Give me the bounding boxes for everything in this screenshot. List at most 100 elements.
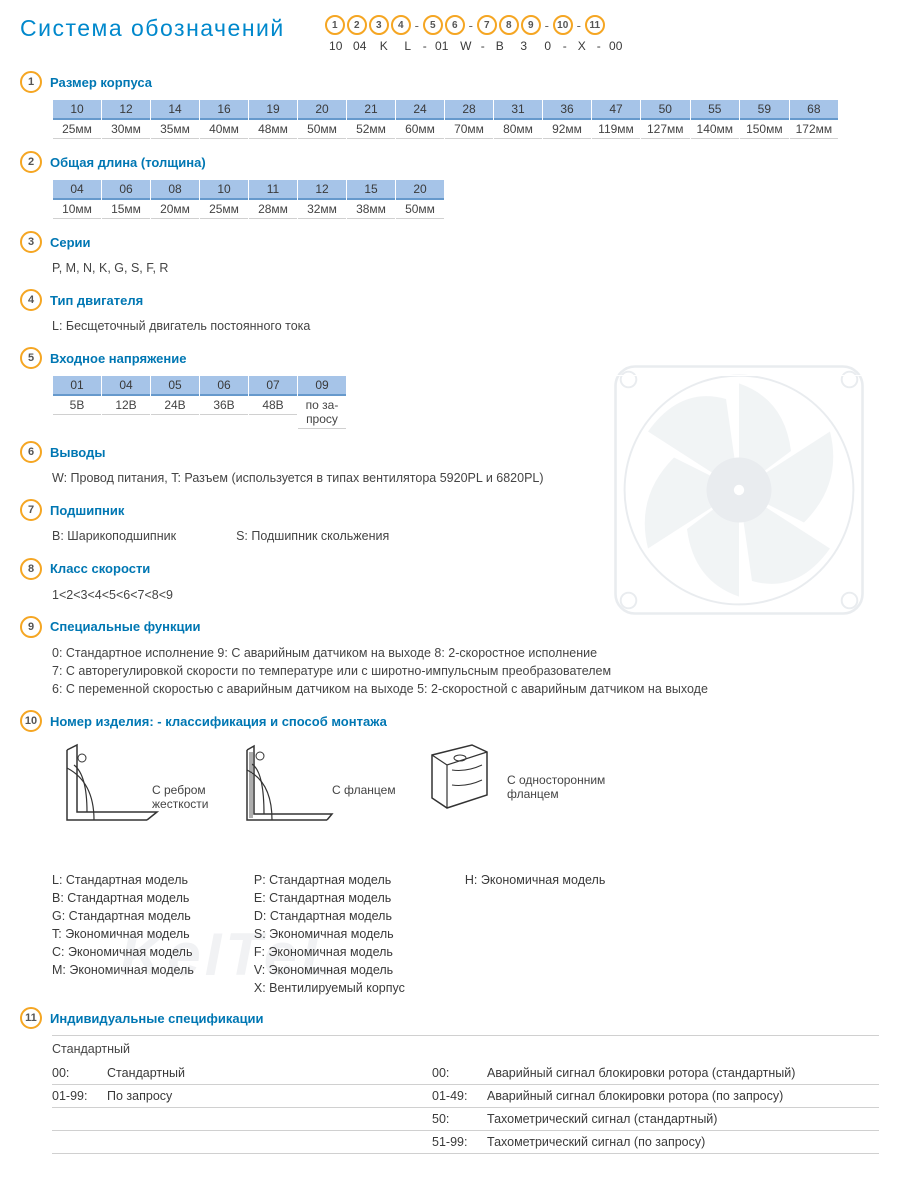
spec-text: Стандартный [107, 1066, 432, 1080]
model-line: S: Экономичная модель [254, 927, 405, 941]
table-column: 1230мм [102, 100, 151, 139]
model-line: D: Стандартная модель [254, 909, 405, 923]
table-header-cell: 50 [641, 100, 690, 120]
section-title: Серии [50, 235, 91, 250]
table-column: 1435мм [151, 100, 200, 139]
table-column: 2870мм [445, 100, 494, 139]
table-value-cell: 25мм [200, 200, 248, 219]
special-function-line: 7: С авторегулировкой скорости по темпер… [52, 662, 879, 680]
section-mounting: 10 Номер изделия: - классификация и спос… [20, 710, 879, 995]
table-value-cell: 12В [102, 396, 150, 415]
code-separator: - [543, 18, 551, 33]
table-column: 2050мм [298, 100, 347, 139]
table-value-cell: 5В [53, 396, 101, 415]
table-column: 2050мм [396, 180, 445, 219]
section-number-icon: 4 [20, 289, 42, 311]
section-length: 2 Общая длина (толщина) 0410мм0615мм0820… [20, 151, 879, 219]
divider [52, 1035, 879, 1036]
table-column: 59150мм [740, 100, 790, 139]
spec-row: 51-99:Тахометрический сигнал (по запросу… [52, 1131, 879, 1154]
model-line: H: Экономичная модель [465, 873, 605, 887]
table-value-cell: 48мм [249, 120, 297, 139]
table-column: 1128мм [249, 180, 298, 219]
table-value-cell: 40мм [200, 120, 248, 139]
model-column: P: Стандартная модельE: Стандартная моде… [254, 873, 405, 995]
table-header-cell: 04 [53, 180, 101, 200]
table-header-cell: 47 [592, 100, 640, 120]
table-column: 0615мм [102, 180, 151, 219]
spec-text: Тахометрический сигнал (по запросу) [487, 1135, 879, 1149]
table-header-cell: 01 [53, 376, 101, 396]
section-title: Подшипник [50, 503, 124, 518]
model-line: L: Стандартная модель [52, 873, 194, 887]
table-header-cell: 16 [200, 100, 248, 120]
table-column: 1538мм [347, 180, 396, 219]
table-value-cell: 150мм [740, 120, 789, 139]
section-body-text: W: Провод питания, T: Разъем (использует… [52, 469, 879, 487]
section-title: Выводы [50, 445, 105, 460]
code-separator: - [575, 18, 583, 33]
spec-code: 00: [432, 1066, 487, 1080]
spec-table: 00:Стандартный00:Аварийный сигнал блокир… [52, 1062, 879, 1154]
table-column: 2152мм [347, 100, 396, 139]
table-column: 3180мм [494, 100, 543, 139]
code-example-value: 00 [605, 39, 627, 53]
model-line: B: Стандартная модель [52, 891, 194, 905]
table-value-cell: 52мм [347, 120, 395, 139]
special-function-line: 6: С переменной скоростью с аварийным да… [52, 680, 879, 698]
table-header-cell: 09 [298, 376, 346, 396]
section-title: Номер изделия: - классификация и способ … [50, 714, 387, 729]
section-number-icon: 3 [20, 231, 42, 253]
table-column: 47119мм [592, 100, 641, 139]
code-example-value: K [373, 39, 395, 53]
section-number-icon: 9 [20, 616, 42, 638]
table-column: 1232мм [298, 180, 347, 219]
table-column: 015В [53, 376, 102, 429]
code-separator: - [479, 39, 487, 53]
model-column: H: Экономичная модель [465, 873, 605, 995]
table-value-cell: 24В [151, 396, 199, 415]
code-example-value: X [571, 39, 593, 53]
spec-row: 50:Тахометрический сигнал (стандартный) [52, 1108, 879, 1131]
section-title: Общая длина (толщина) [50, 155, 206, 170]
table-header-cell: 11 [249, 180, 297, 200]
spec-code: 01-49: [432, 1089, 487, 1103]
table-header-cell: 12 [298, 180, 346, 200]
code-separator: - [561, 39, 569, 53]
mount-type-single-flange: С односторонним фланцем [412, 740, 532, 861]
table-column: 1640мм [200, 100, 249, 139]
model-line: G: Стандартная модель [52, 909, 194, 923]
spec-subtitle: Стандартный [52, 1040, 879, 1058]
spec-text [107, 1112, 432, 1126]
section-body-text: 1<2<3<4<5<6<7<8<9 [52, 586, 879, 604]
table-column: 50127мм [641, 100, 691, 139]
table-header-cell: 20 [396, 180, 444, 200]
spec-code: 50: [432, 1112, 487, 1126]
spec-code: 51-99: [432, 1135, 487, 1149]
table-column: 0636В [200, 376, 249, 429]
table-column: 0524В [151, 376, 200, 429]
table-value-cell: 20мм [151, 200, 199, 219]
spec-code [52, 1112, 107, 1126]
spec-code [52, 1135, 107, 1149]
model-line: V: Экономичная модель [254, 963, 405, 977]
table-value-cell: 50мм [396, 200, 444, 219]
table-column: 2460мм [396, 100, 445, 139]
code-example-value: 0 [537, 39, 559, 53]
model-line: M: Экономичная модель [52, 963, 194, 977]
voltage-table: 015В0412В0524В0636В0748В09по за- просу [52, 375, 879, 429]
table-header-cell: 55 [691, 100, 740, 120]
table-value-cell: 25мм [53, 120, 101, 139]
section-number-icon: 7 [20, 499, 42, 521]
section-number-icon: 10 [20, 710, 42, 732]
table-header-cell: 20 [298, 100, 346, 120]
section-number-icon: 8 [20, 558, 42, 580]
code-position-circle: 9 [521, 15, 541, 35]
table-header-cell: 28 [445, 100, 493, 120]
table-header-cell: 21 [347, 100, 395, 120]
table-header-cell: 15 [347, 180, 395, 200]
code-example-value: 10 [325, 39, 347, 53]
section-title: Входное напряжение [50, 351, 186, 366]
model-line: X: Вентилируемый корпус [254, 981, 405, 995]
spec-text: Аварийный сигнал блокировки ротора (стан… [487, 1066, 879, 1080]
